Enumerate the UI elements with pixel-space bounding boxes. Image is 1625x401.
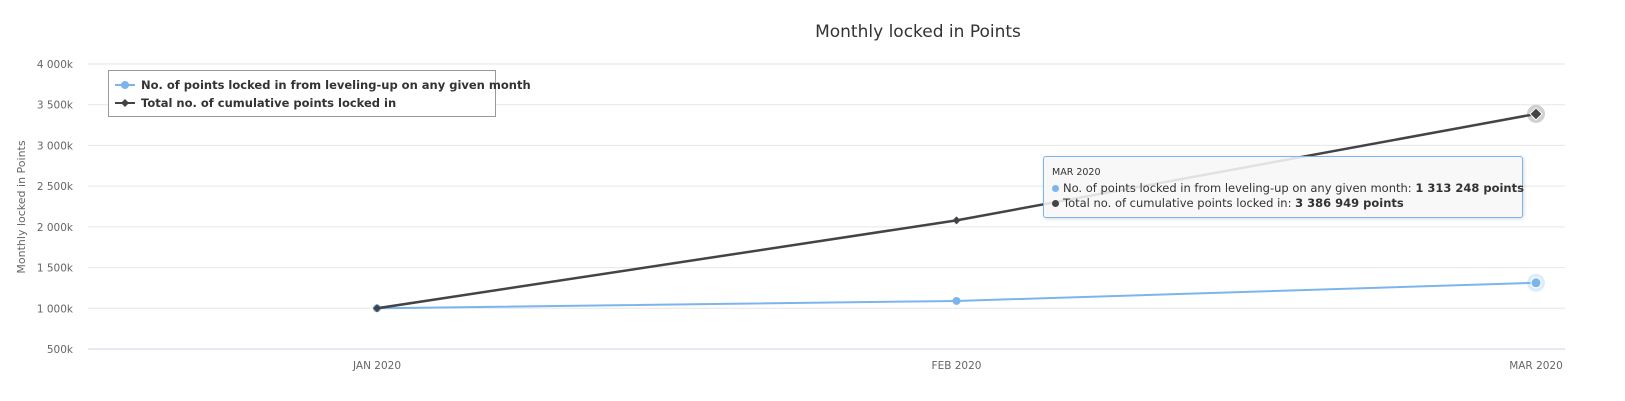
data-point [952, 216, 961, 225]
tooltip-value: 3 386 949 points [1295, 196, 1404, 210]
data-point [373, 304, 381, 313]
series-dot-icon [1052, 200, 1059, 207]
y-axis-title: Monthly locked in Points [15, 140, 28, 273]
y-tick-label: 4 000k [37, 59, 74, 71]
y-tick-label: 3 000k [37, 140, 74, 152]
series-dot-icon [1052, 185, 1059, 192]
y-tick-label: 500k [47, 344, 74, 356]
y-tick-label: 3 500k [37, 100, 74, 112]
chart-title: Monthly locked in Points [815, 22, 1021, 42]
tooltip: MAR 2020 No. of points locked in from le… [1043, 156, 1524, 218]
x-tick-label: JAN 2020 [352, 360, 401, 372]
legend-item-cumulative[interactable]: Total no. of cumulative points locked in [115, 96, 396, 110]
y-tick-label: 1 500k [37, 263, 74, 275]
data-point [952, 296, 961, 305]
legend-label: Total no. of cumulative points locked in [141, 96, 397, 110]
legend-circle-marker-icon [115, 81, 135, 89]
y-tick-label: 2 500k [37, 181, 74, 193]
data-point [1529, 107, 1543, 121]
y-tick-label: 2 000k [37, 222, 74, 234]
legend-label: No. of points locked in from leveling-up… [141, 78, 531, 92]
tooltip-line: Total no. of cumulative points locked in… [1052, 196, 1404, 210]
x-tick-label: MAR 2020 [1509, 360, 1563, 372]
tooltip-line: No. of points locked in from leveling-up… [1052, 181, 1524, 195]
tooltip-label: No. of points locked in from leveling-up… [1063, 181, 1416, 195]
tooltip-value: 1 313 248 points [1415, 181, 1524, 195]
legend-item-monthly[interactable]: No. of points locked in from leveling-up… [115, 78, 531, 92]
data-point [1530, 277, 1542, 289]
legend: No. of points locked in from leveling-up… [108, 70, 531, 117]
y-tick-label: 1 000k [37, 303, 74, 315]
legend-diamond-marker-icon [115, 99, 135, 107]
x-tick-label: FEB 2020 [932, 360, 982, 372]
tooltip-header: MAR 2020 [1052, 167, 1101, 178]
tooltip-label: Total no. of cumulative points locked in… [1063, 196, 1296, 210]
